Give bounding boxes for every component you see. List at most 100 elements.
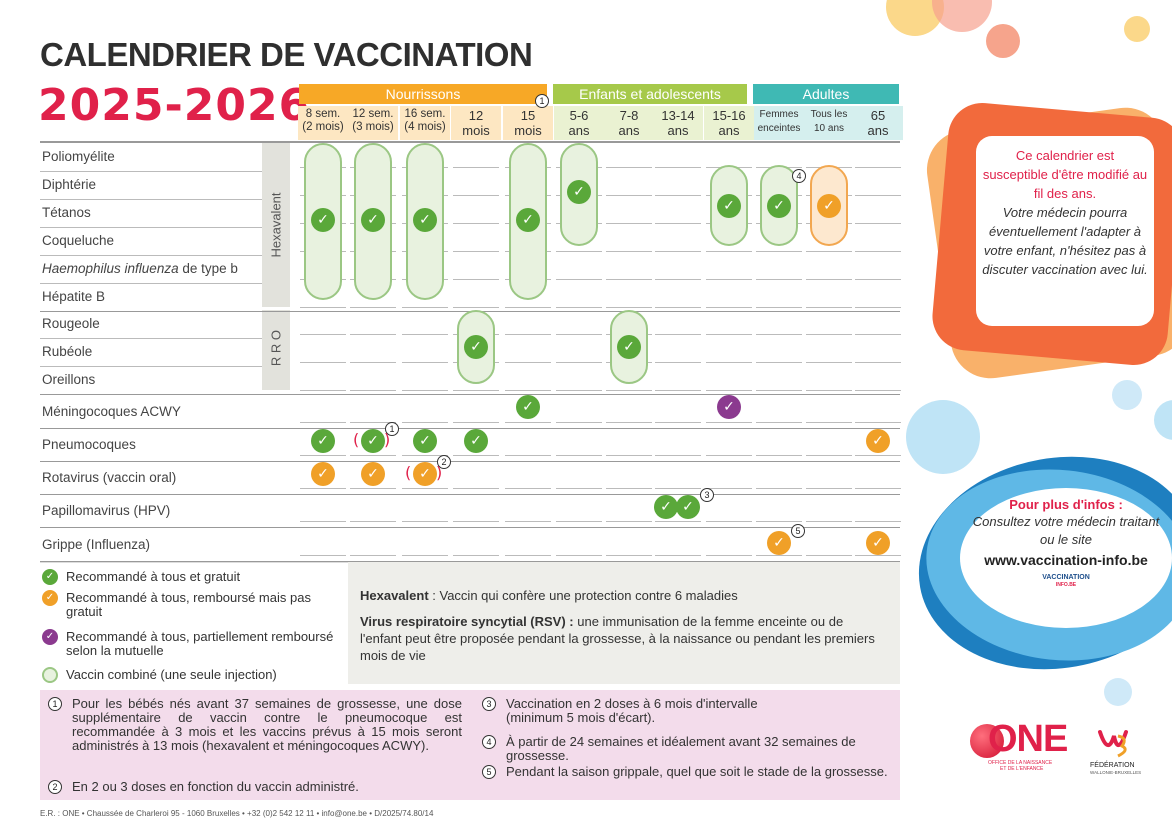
cell-line [606,195,652,196]
cell-line [300,334,346,335]
cell-line [350,520,396,522]
cell-line [855,223,901,224]
check-icon: ✓ [717,395,741,419]
footnote-1-marker: 1 [48,697,62,711]
cell-line [505,307,551,308]
check-icon: ✓ [654,495,678,519]
footnote-2-marker: 2 [48,780,62,794]
cell-line [655,454,701,456]
column-header: 16 sem. (4 mois) [400,106,450,140]
cell-line [402,307,448,308]
cell-line [556,520,602,522]
cell-line [756,487,802,489]
decor-circle [1154,400,1172,440]
cell-line [453,167,499,168]
group-enfants: Enfants et adolescents [553,84,747,104]
cell-line [505,454,551,456]
cell-line [350,454,396,456]
cell-line [556,487,602,489]
cell-line [300,421,346,423]
cell-line [806,520,852,522]
cell-line [453,279,499,280]
column-header: Tous les 10 ans [804,106,854,140]
row-separator [40,366,262,367]
row-label: Haemophilus influenza de type b [42,261,238,276]
optional-paren: ( [353,430,360,449]
check-icon: ✓ [866,531,890,555]
cell-line [855,421,901,423]
side-note-italic: Votre médecin pourra éventuellement l'ad… [982,205,1148,277]
cell-line [402,390,448,391]
row-label: Rubéole [42,344,93,359]
check-icon: ✓ [311,429,335,453]
cell-line [855,487,901,489]
cell-line [556,307,602,308]
cell-line [855,454,901,456]
legend-combined-icon [42,667,58,683]
row-separator [40,338,262,339]
cell-line [556,421,602,423]
check-icon: ✓ [413,429,437,453]
row-separator [40,199,262,200]
cell-line [300,390,346,391]
rro-side-label: R R O [268,329,284,367]
cell-line [300,487,346,489]
cell-line [756,362,802,363]
footnote-3: Vaccination en 2 doses à 6 mois d'interv… [506,696,758,725]
cell-line [655,167,701,168]
cell-line [706,454,752,456]
row-label: Rotavirus (vaccin oral) [42,469,177,485]
row-label: Diphtérie [42,177,97,192]
side-note-box: Ce calendrier est susceptible d'être mod… [976,136,1154,326]
cell-line [556,334,602,335]
cell-line [556,454,602,456]
row-separator [40,394,900,395]
check-icon: ✓ [464,335,488,359]
vaccination-info-logo: VACCINATION INFO.BE [1042,574,1090,588]
rro-side-panel [262,310,290,390]
cell-line [806,390,852,391]
more-info-url[interactable]: www.vaccination-info.be [984,552,1148,568]
cell-line [756,279,802,280]
column-header: 7-8 ans [604,106,654,140]
hexavalent-side-panel [262,143,290,307]
cell-line [606,390,652,391]
check-icon: ✓ [817,194,841,218]
cell-line [300,554,346,556]
column-header: 15 mois [503,106,553,140]
cell-line [655,390,701,391]
cell-line [655,487,701,489]
cell-line [505,334,551,335]
cell-line [402,454,448,456]
check-icon: ✓ [676,495,700,519]
optional-paren: ) [436,463,443,482]
cell-line [806,279,852,280]
cell-line [606,251,652,252]
cell-line [855,195,901,196]
cell-line [453,520,499,522]
row-separator [40,561,900,562]
info-hexavalent: Hexavalent : Vaccin qui confère une prot… [360,588,738,603]
column-header: 8 sem. (2 mois) [298,106,348,140]
more-info-title: Pour plus d'infos : [1009,497,1123,512]
cell-line [655,520,701,522]
cell-line [505,421,551,423]
cell-line [350,421,396,423]
row-label: Rougeole [42,316,100,331]
cell-line [756,421,802,423]
cell-line [706,307,752,308]
footnote-3-marker: 3 [482,697,496,711]
column-header: 12 sem. (3 mois) [348,106,398,140]
cell-line [706,520,752,522]
decor-circle [906,400,980,474]
cell-line [655,251,701,252]
decor-circle [986,24,1020,58]
cell-line [505,554,551,556]
cell-line [655,307,701,308]
column-header: Femmes enceintes [754,106,804,140]
footnote-marker: 4 [792,169,806,183]
column-header: 13-14 ans [653,106,703,140]
cell-line [606,421,652,423]
check-icon: ✓ [767,194,791,218]
row-separator [40,461,900,462]
